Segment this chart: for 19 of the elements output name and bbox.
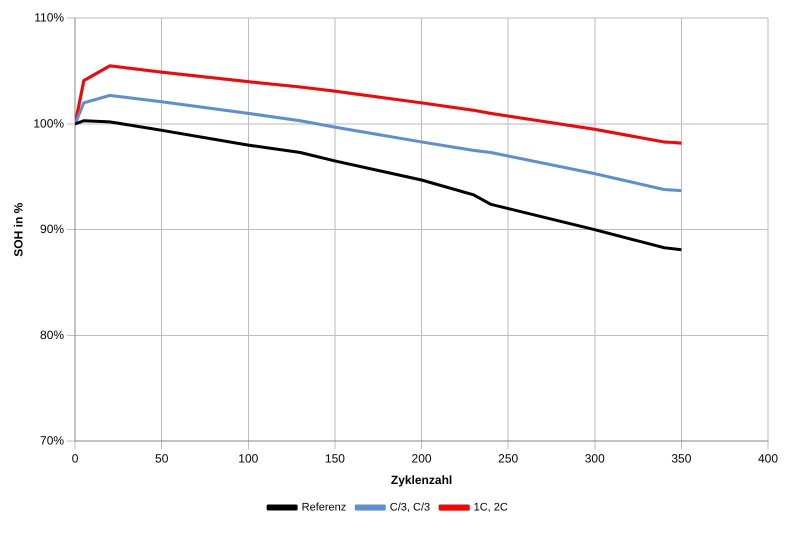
x-tick-label: 400	[758, 452, 778, 466]
x-tick-label: 100	[238, 452, 259, 466]
y-tick-label: 80%	[40, 328, 64, 342]
y-axis-title: SOH in %	[12, 202, 26, 257]
y-tick-label: 110%	[34, 10, 64, 25]
legend-label: Referenz	[302, 502, 346, 514]
x-tick-label: 250	[498, 452, 518, 466]
y-tick-label: 70%	[40, 434, 64, 448]
x-tick-label: 150	[324, 452, 346, 466]
x-tick-label: 350	[671, 452, 692, 466]
x-tick-label: 300	[584, 452, 606, 466]
y-tick-label: 90%	[40, 222, 64, 236]
x-tick-label: 50	[155, 452, 169, 466]
legend-label: 1C, 2C	[474, 502, 508, 514]
y-tick-label: 100%	[33, 116, 64, 130]
legend-label: C/3, C/3	[390, 502, 430, 514]
x-tick-label: 200	[412, 452, 432, 466]
x-tick-label: 0	[72, 452, 79, 466]
x-axis-title: Zyklenzahl	[390, 473, 452, 488]
